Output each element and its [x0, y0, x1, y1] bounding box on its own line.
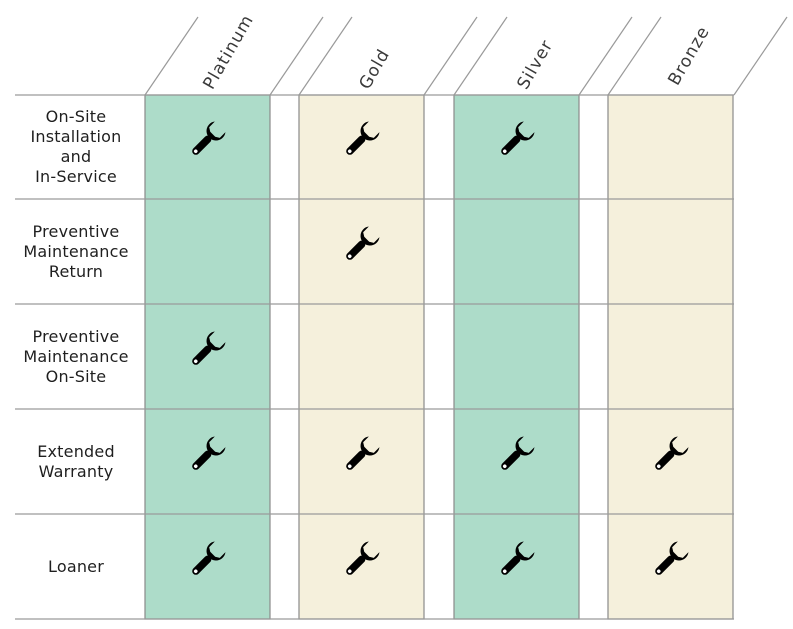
wrench-icon	[336, 537, 384, 585]
wrench-icon	[491, 432, 539, 480]
tier-column-bronze	[607, 94, 734, 620]
header-divider	[298, 16, 353, 96]
service-label: On-Site Installation and In-Service	[30, 107, 122, 186]
wrench-icon	[491, 117, 539, 165]
header-divider	[423, 16, 478, 96]
service-label: Preventive Maintenance On-Site	[23, 326, 129, 386]
wrench-icon	[491, 537, 539, 585]
service-label: Extended Warranty	[37, 441, 115, 481]
wrench-icon	[336, 117, 384, 165]
header-divider	[607, 16, 662, 96]
wrench-icon	[336, 432, 384, 480]
wrench-icon	[182, 432, 230, 480]
tier-column-platinum	[144, 94, 271, 620]
wrench-icon	[182, 327, 230, 375]
wrench-icon	[645, 537, 693, 585]
header-divider	[144, 16, 199, 96]
tier-column-gold	[298, 94, 425, 620]
header-divider	[269, 16, 324, 96]
service-label: Loaner	[48, 556, 104, 576]
header-divider	[733, 16, 788, 96]
wrench-icon	[336, 222, 384, 270]
header-divider	[453, 16, 508, 96]
wrench-icon	[645, 432, 693, 480]
wrench-icon	[182, 117, 230, 165]
service-label: Preventive Maintenance Return	[23, 221, 129, 281]
header-divider	[578, 16, 633, 96]
wrench-icon	[182, 537, 230, 585]
